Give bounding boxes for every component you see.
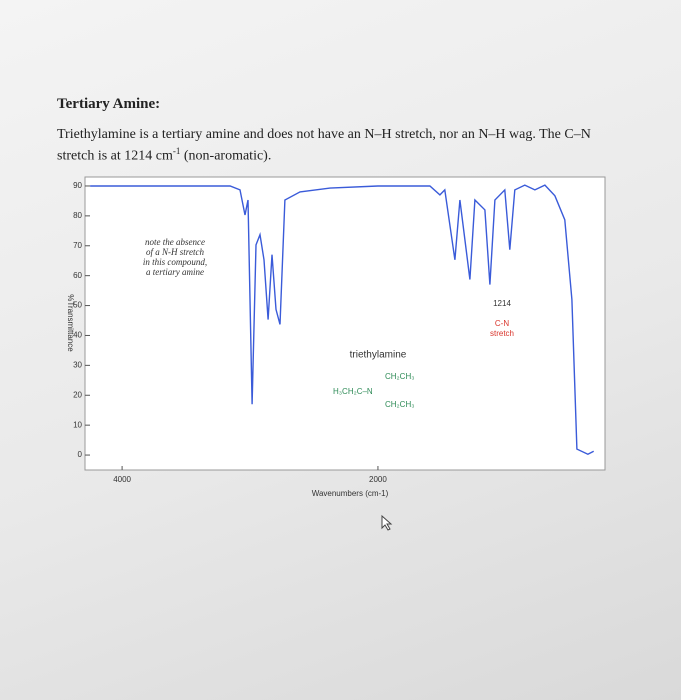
y-tick-label: 70: [73, 241, 82, 250]
plot-frame: [84, 176, 606, 471]
paragraph: Triethylamine is a tertiary amine and do…: [57, 126, 617, 165]
y-tick-label: 0: [78, 450, 83, 459]
peak-annotation: C-N: [495, 319, 509, 328]
structure-label: CH₂CH₃: [385, 372, 414, 381]
paragraph-text: Triethylamine is a tertiary amine and do…: [57, 127, 591, 164]
y-tick-label: 20: [73, 390, 82, 399]
structure-label: CH₂CH₃: [385, 400, 414, 409]
x-axis-label: Wavenumbers (cm-1): [312, 489, 389, 498]
heading: Tertiary Amine:: [57, 96, 161, 112]
cursor-icon: [381, 514, 393, 531]
note-text: in this compound,: [143, 257, 207, 267]
x-tick-label: 2000: [369, 475, 387, 484]
compound-name: triethylamine: [350, 350, 407, 361]
x-tick-label: 4000: [113, 475, 131, 484]
peak-label: 1214: [493, 299, 511, 308]
y-tick-label: 60: [73, 271, 82, 280]
paragraph-text: (non-aromatic).: [180, 148, 272, 164]
peak-annotation: stretch: [490, 329, 514, 338]
y-tick-label: 10: [73, 420, 82, 429]
superscript: -1: [172, 146, 181, 156]
y-tick-label: 40: [73, 331, 82, 340]
note-text: note the absence: [145, 237, 205, 247]
y-tick-label: 90: [73, 181, 82, 190]
y-tick-label: 50: [73, 301, 82, 310]
note-text: of a N-H stretch: [146, 247, 204, 257]
y-axis-label: %Transmittance: [66, 294, 75, 352]
y-tick-label: 80: [73, 211, 82, 220]
structure-label: H₃CH₂C–N: [333, 387, 373, 396]
y-tick-label: 30: [73, 360, 82, 369]
note-text: a tertiary amine: [146, 267, 204, 277]
spectrum-line: [90, 184, 595, 455]
